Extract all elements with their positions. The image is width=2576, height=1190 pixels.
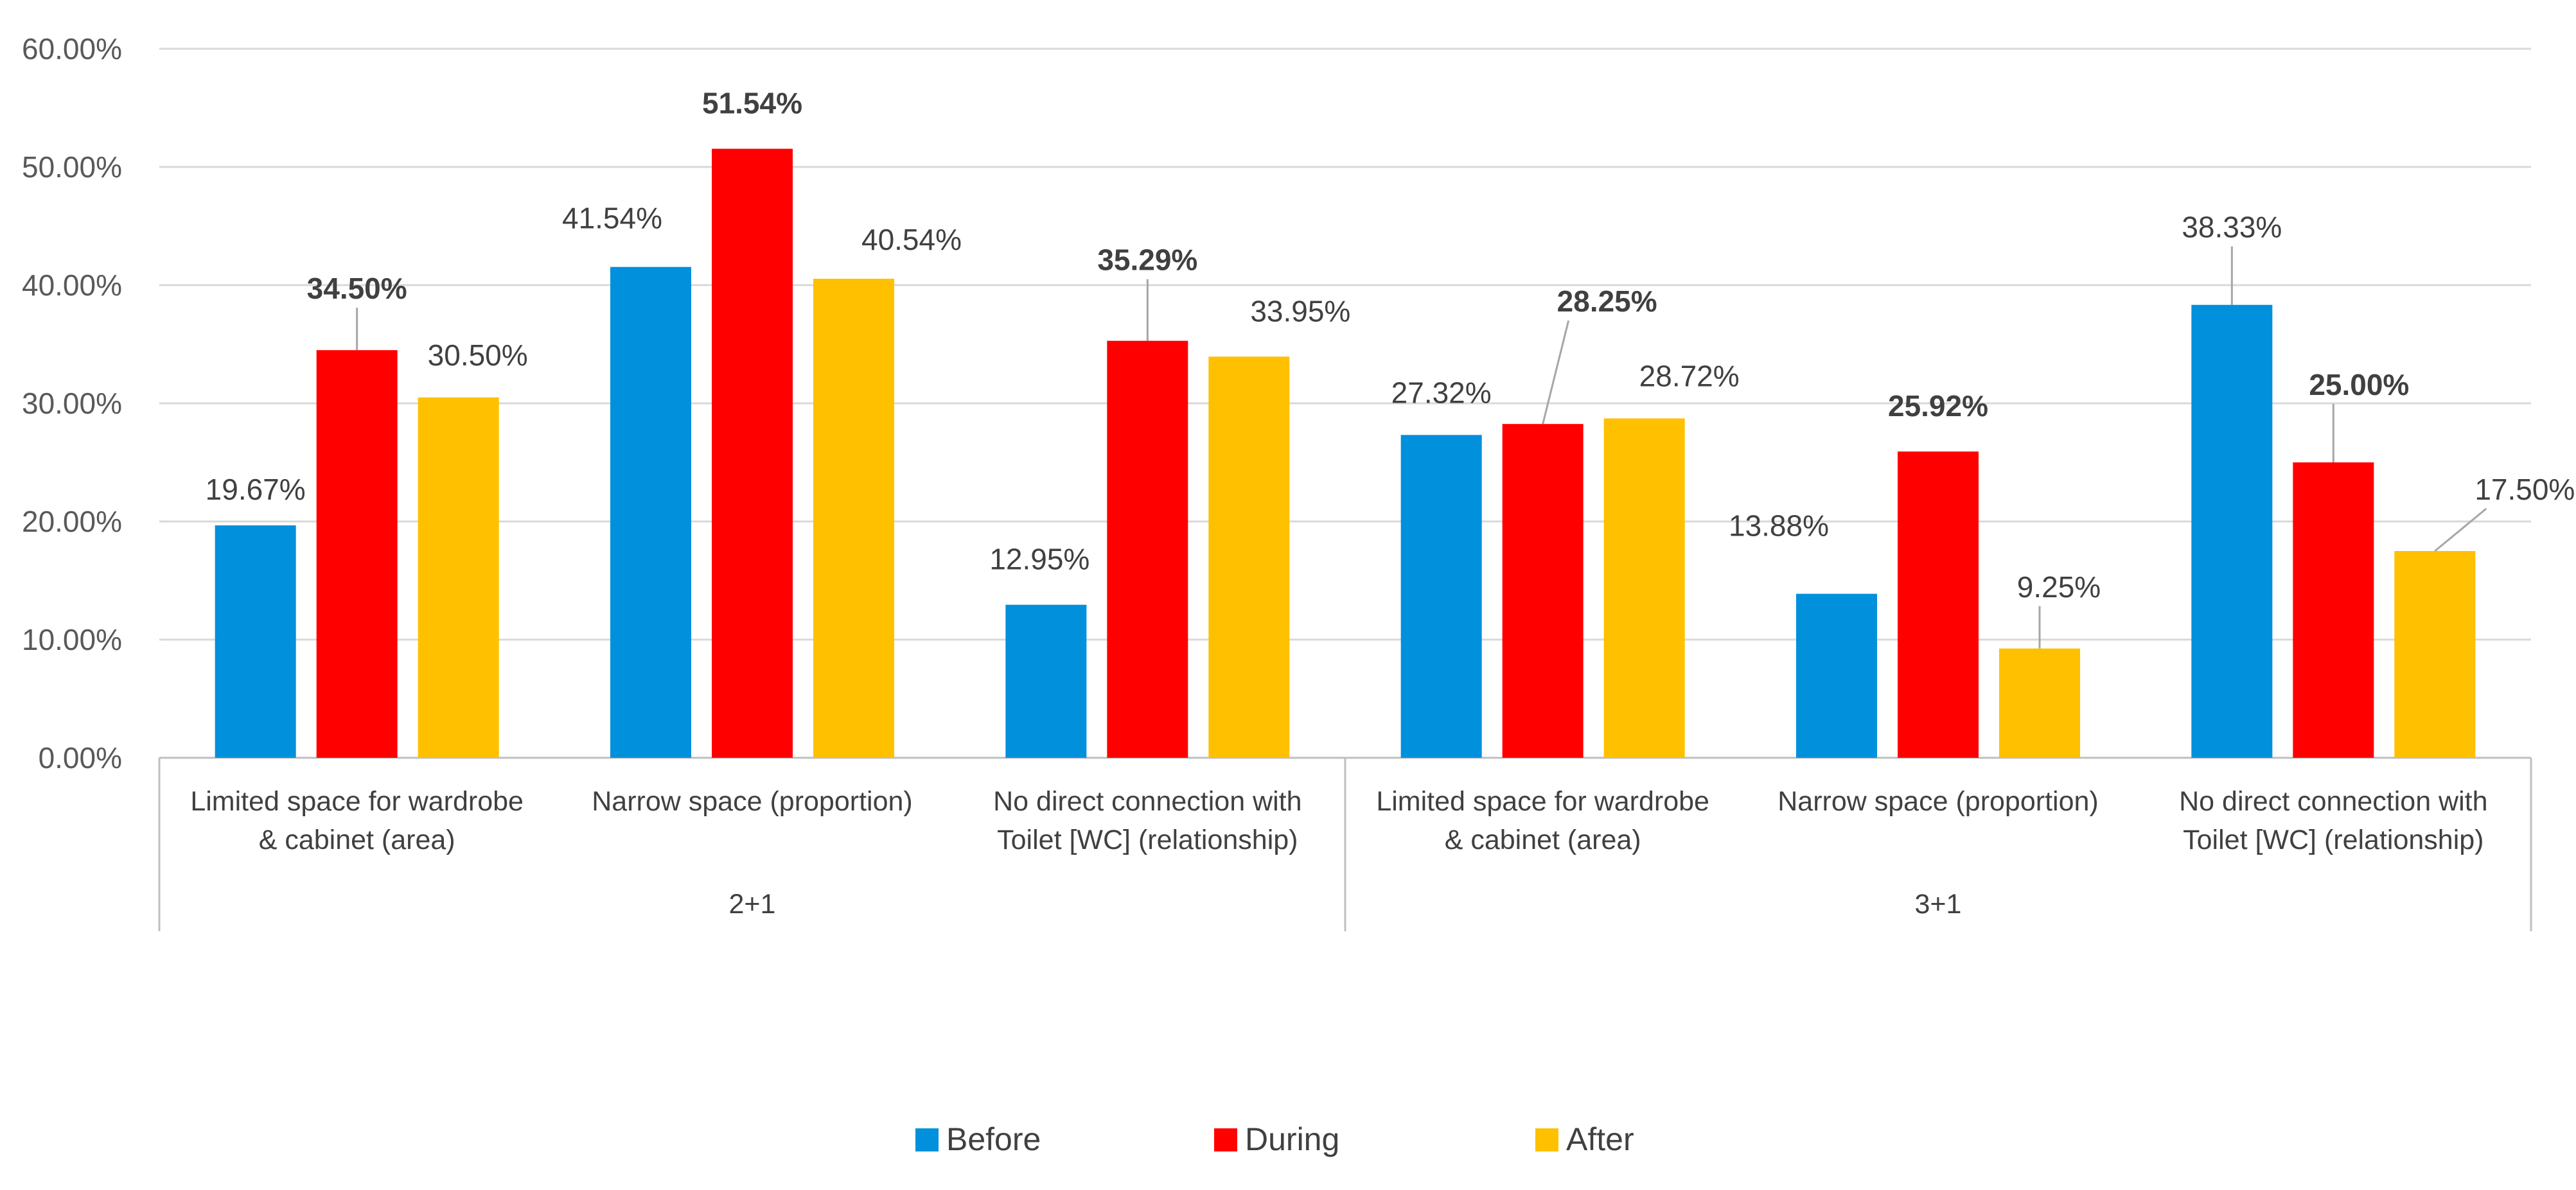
category-label: Narrow space (proportion) [1778, 786, 2098, 817]
data-label: 28.72% [1639, 360, 1740, 393]
legend-label: After [1566, 1121, 1634, 1157]
bar-during [1107, 340, 1188, 758]
data-label: 51.54% [702, 87, 802, 120]
bar-after [1999, 648, 2080, 758]
group-label: 2+1 [729, 889, 776, 920]
data-label: 25.00% [2309, 368, 2409, 401]
y-tick-label: 40.00% [22, 268, 122, 302]
bar-during [712, 148, 793, 758]
y-tick-label: 10.00% [22, 623, 122, 656]
legend-swatch-during [1214, 1128, 1237, 1151]
category-label: Toilet [WC] (relationship) [997, 825, 1298, 855]
data-label: 12.95% [989, 543, 1090, 576]
data-label: 41.54% [562, 202, 662, 235]
bar-after [418, 397, 499, 758]
y-tick-label: 60.00% [22, 32, 122, 66]
data-label: 38.33% [2182, 211, 2282, 244]
legend-label: During [1245, 1121, 1339, 1157]
y-tick-label: 20.00% [22, 505, 122, 538]
leader-line [2434, 507, 2487, 552]
bar-during [1502, 424, 1584, 758]
data-label: 40.54% [861, 223, 962, 256]
leader-line [1542, 320, 1570, 424]
bar-during [1898, 451, 1979, 758]
data-label: 19.67% [206, 473, 306, 506]
category-label: No direct connection with [993, 786, 1301, 817]
bar-before [215, 525, 296, 758]
bar-during [2293, 462, 2374, 758]
category-label: Limited space for wardrobe [1376, 786, 1709, 817]
y-tick-label: 30.00% [22, 387, 122, 420]
data-label: 17.50% [2475, 473, 2575, 506]
legend-swatch-before [915, 1128, 939, 1151]
data-label: 35.29% [1097, 243, 1197, 277]
bar-before [1005, 604, 1087, 758]
bar-after [813, 279, 894, 758]
category-label: & cabinet (area) [259, 825, 455, 855]
category-label: No direct connection with [2179, 786, 2487, 817]
category-label: Narrow space (proportion) [592, 786, 912, 817]
data-label: 28.25% [1557, 284, 1657, 318]
category-label: Toilet [WC] (relationship) [2183, 825, 2483, 855]
y-tick-label: 50.00% [22, 150, 122, 184]
bar-before [610, 267, 691, 758]
bar-after [1208, 356, 1290, 758]
bar-during [316, 350, 398, 758]
bar-after [2394, 551, 2476, 758]
bar-after [1603, 418, 1685, 758]
category-label: Limited space for wardrobe [190, 786, 524, 817]
data-label: 13.88% [1729, 509, 1829, 543]
data-label: 27.32% [1391, 376, 1492, 409]
legend-swatch-after [1535, 1128, 1558, 1151]
bar-before [2191, 304, 2273, 758]
category-label: & cabinet (area) [1445, 825, 1641, 855]
bar-before [1796, 593, 1877, 758]
data-label: 33.95% [1250, 294, 1350, 328]
data-label: 9.25% [2017, 570, 2101, 604]
y-tick-label: 0.00% [39, 741, 122, 774]
bar-before [1400, 435, 1482, 758]
data-label: 25.92% [1888, 389, 1988, 423]
legend-label: Before [946, 1121, 1041, 1157]
data-label: 34.50% [307, 272, 407, 305]
data-label: 30.50% [428, 338, 528, 372]
group-label: 3+1 [1915, 889, 1962, 920]
